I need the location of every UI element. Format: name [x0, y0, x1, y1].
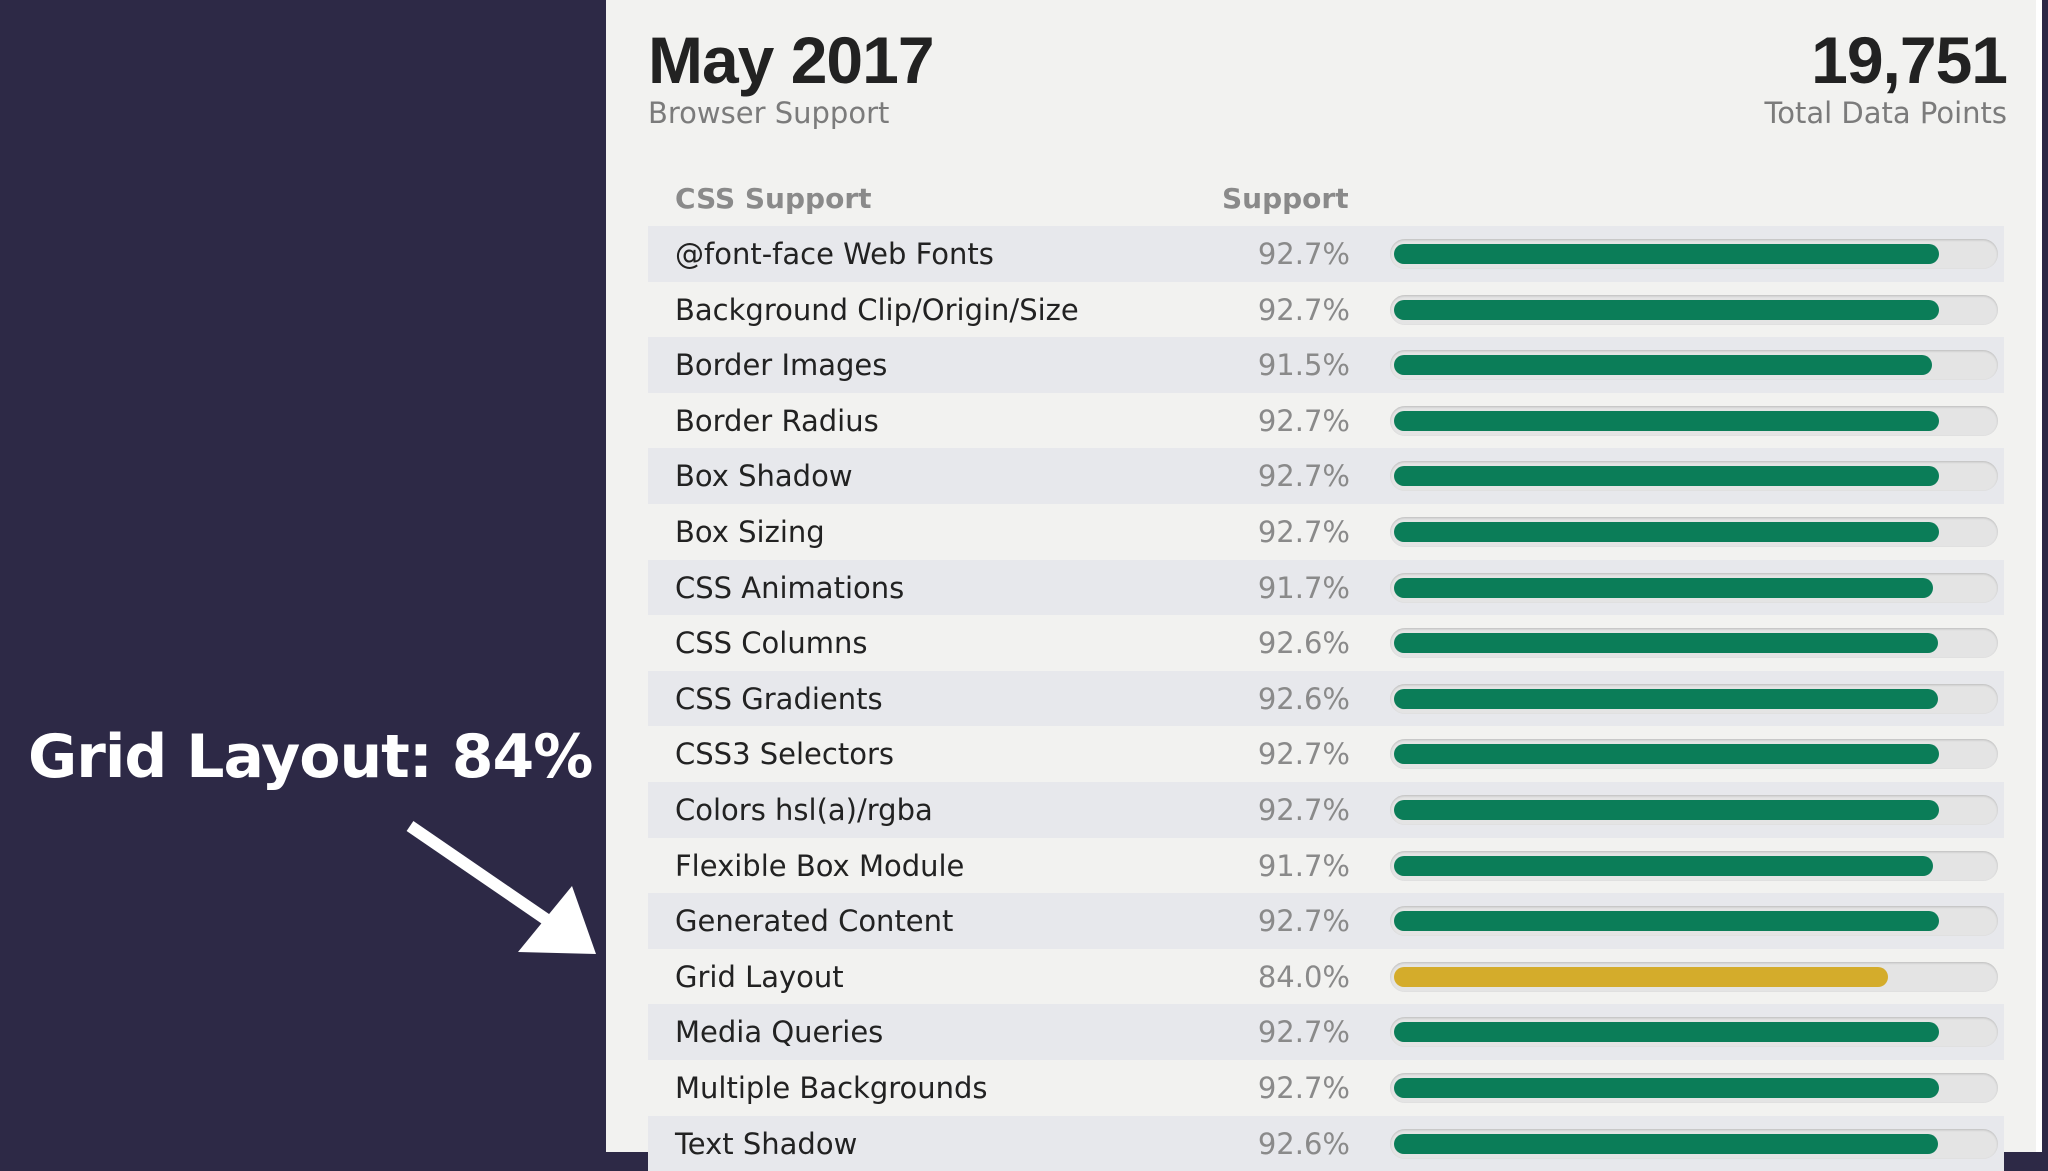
support-percent: 92.7%	[1258, 1015, 1350, 1049]
support-bar-track	[1390, 517, 1998, 547]
support-percent: 91.5%	[1258, 348, 1350, 382]
support-bar-fill	[1394, 1078, 1939, 1098]
feature-name: Generated Content	[675, 904, 953, 938]
table-row: Background Clip/Origin/Size 92.7%	[648, 282, 2004, 338]
total-data-points-label: Total Data Points	[1764, 96, 2007, 130]
support-bar-fill	[1394, 466, 1939, 486]
support-percent: 92.7%	[1258, 793, 1350, 827]
feature-name: Box Sizing	[675, 515, 825, 549]
support-bar-fill	[1394, 411, 1939, 431]
support-percent: 92.7%	[1258, 515, 1350, 549]
table-row: Flexible Box Module 91.7%	[648, 838, 2004, 894]
support-bar-fill	[1394, 1134, 1938, 1154]
column-header-support: Support	[1222, 182, 1349, 215]
table-row: Multiple Backgrounds 92.7%	[648, 1060, 2004, 1116]
feature-name: Background Clip/Origin/Size	[675, 293, 1079, 327]
page-title: May 2017	[648, 22, 934, 98]
table-row: CSS Animations 91.7%	[648, 560, 2004, 616]
support-percent: 91.7%	[1258, 571, 1350, 605]
annotation-panel: Grid Layout: 84%	[0, 0, 606, 1152]
support-bar-fill	[1394, 744, 1939, 764]
feature-name: CSS Columns	[675, 626, 867, 660]
support-bar-track	[1390, 1073, 1998, 1103]
table-header: CSS Support Support	[648, 178, 2004, 226]
feature-name: CSS Animations	[675, 571, 904, 605]
support-percent: 92.7%	[1258, 737, 1350, 771]
table-row: Border Radius 92.7%	[648, 393, 2004, 449]
arrow-icon	[400, 812, 600, 962]
support-percent: 84.0%	[1258, 960, 1350, 994]
feature-name: CSS3 Selectors	[675, 737, 894, 771]
support-percent: 92.7%	[1258, 904, 1350, 938]
support-bar-track	[1390, 628, 1998, 658]
support-percent: 91.7%	[1258, 849, 1350, 883]
table-row: Generated Content 92.7%	[648, 893, 2004, 949]
stats-panel: May 2017 Browser Support 19,751 Total Da…	[606, 0, 2042, 1152]
feature-name: Text Shadow	[675, 1127, 857, 1161]
page-subtitle: Browser Support	[648, 96, 889, 130]
feature-name: CSS Gradients	[675, 682, 883, 716]
support-bar-fill	[1394, 856, 1933, 876]
support-bar-track	[1390, 295, 1998, 325]
table-row: @font-face Web Fonts 92.7%	[648, 226, 2004, 282]
support-bar-track	[1390, 350, 1998, 380]
support-percent: 92.7%	[1258, 237, 1350, 271]
support-bar-fill	[1394, 800, 1939, 820]
support-bar-fill	[1394, 911, 1939, 931]
feature-name: Box Shadow	[675, 459, 853, 493]
feature-name: Media Queries	[675, 1015, 883, 1049]
support-percent: 92.7%	[1258, 293, 1350, 327]
annotation-label: Grid Layout: 84%	[28, 722, 592, 792]
support-bar-track	[1390, 906, 1998, 936]
support-bar-track	[1390, 684, 1998, 714]
feature-name: @font-face Web Fonts	[675, 237, 994, 271]
feature-name: Multiple Backgrounds	[675, 1071, 988, 1105]
support-bar-track	[1390, 406, 1998, 436]
support-bar-track	[1390, 1017, 1998, 1047]
support-percent: 92.7%	[1258, 404, 1350, 438]
support-bar-track	[1390, 573, 1998, 603]
support-bar-track	[1390, 851, 1998, 881]
column-header-feature: CSS Support	[675, 182, 872, 215]
table-row: CSS3 Selectors 92.7%	[648, 726, 2004, 782]
support-bar-track	[1390, 1129, 1998, 1159]
support-bar-track	[1390, 962, 1998, 992]
support-bar-fill	[1394, 244, 1939, 264]
table-row: Media Queries 92.7%	[648, 1004, 2004, 1060]
support-bar-fill	[1394, 300, 1939, 320]
feature-name: Colors hsl(a)/rgba	[675, 793, 933, 827]
table-row: CSS Gradients 92.6%	[648, 671, 2004, 727]
support-bar-fill	[1394, 633, 1938, 653]
support-bar-track	[1390, 461, 1998, 491]
support-bar-track	[1390, 739, 1998, 769]
table-row: Text Shadow 92.6%	[648, 1116, 2004, 1171]
feature-name: Border Images	[675, 348, 887, 382]
panel-edge	[2036, 0, 2042, 1152]
table-row: Border Images 91.5%	[648, 337, 2004, 393]
table-row: Box Sizing 92.7%	[648, 504, 2004, 560]
support-percent: 92.6%	[1258, 1127, 1350, 1161]
support-bar-fill	[1394, 967, 1888, 987]
support-bar-fill	[1394, 578, 1933, 598]
table-row: Colors hsl(a)/rgba 92.7%	[648, 782, 2004, 838]
support-bar-track	[1390, 795, 1998, 825]
table-row: Grid Layout 84.0%	[648, 949, 2004, 1005]
total-data-points-value: 19,751	[1811, 22, 2007, 98]
support-bar-fill	[1394, 355, 1932, 375]
support-percent: 92.6%	[1258, 682, 1350, 716]
table-row: Box Shadow 92.7%	[648, 448, 2004, 504]
support-bar-fill	[1394, 689, 1938, 709]
support-percent: 92.7%	[1258, 1071, 1350, 1105]
support-bar-fill	[1394, 522, 1939, 542]
feature-name: Grid Layout	[675, 960, 844, 994]
feature-name: Border Radius	[675, 404, 879, 438]
support-percent: 92.7%	[1258, 459, 1350, 493]
table-row: CSS Columns 92.6%	[648, 615, 2004, 671]
feature-name: Flexible Box Module	[675, 849, 964, 883]
support-table: CSS Support Support @font-face Web Fonts…	[648, 178, 2004, 1171]
support-percent: 92.6%	[1258, 626, 1350, 660]
support-bar-track	[1390, 239, 1998, 269]
support-bar-fill	[1394, 1022, 1939, 1042]
